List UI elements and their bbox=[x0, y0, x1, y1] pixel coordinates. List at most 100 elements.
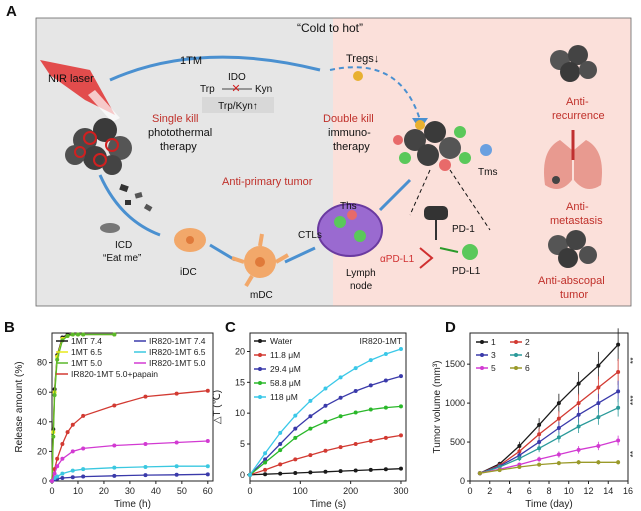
chart-c-series-3-point bbox=[293, 435, 298, 440]
chart-d-series-0-point bbox=[576, 381, 581, 386]
chart-b-series-3-point bbox=[112, 403, 117, 408]
chart-d-series-0-line bbox=[479, 344, 619, 474]
chart-d-legend-label: 6 bbox=[525, 363, 530, 373]
chart-b-legend-label: 1MT 7.4 bbox=[71, 336, 102, 346]
chart-b-series-2-point bbox=[70, 332, 75, 337]
chart-d-series-3-line bbox=[479, 407, 619, 474]
chart-b-xtick-label: 0 bbox=[49, 486, 54, 496]
chart-c-series-4-point bbox=[263, 451, 268, 456]
chart-b-ytick-label: 80 bbox=[37, 358, 47, 368]
chart-c-series-4-point bbox=[368, 358, 373, 363]
dead-cell-icon bbox=[100, 223, 120, 233]
chart-d-series-1-point bbox=[616, 369, 621, 374]
chart-d-series-5-point bbox=[576, 460, 581, 465]
eat-me-label: “Eat me” bbox=[103, 253, 141, 264]
chart-d-series-4-line bbox=[479, 439, 619, 474]
chart-d-series-4-point bbox=[556, 452, 561, 457]
chart-b-series-4-point bbox=[205, 472, 210, 477]
chart-c-series-0-point bbox=[323, 469, 328, 474]
chart-c-series-3-point bbox=[398, 404, 403, 409]
chart-c-series-4-point bbox=[323, 386, 328, 391]
anti-abscopal-1: Anti-abscopal bbox=[538, 275, 605, 287]
chart-d-series-4-point bbox=[616, 438, 621, 443]
pdl1-ligand-icon bbox=[439, 247, 459, 253]
chart-c-series-3-point bbox=[338, 414, 343, 419]
antibody-icon bbox=[419, 247, 434, 269]
chart-c-series-1-point bbox=[383, 435, 388, 440]
chart-d-series-5-point bbox=[556, 461, 561, 466]
icd-debris-icon bbox=[119, 183, 153, 212]
chart-d-significance: ** bbox=[628, 450, 638, 457]
chart-c-legend-label: 118 μM bbox=[270, 392, 298, 402]
idc-label: iDC bbox=[180, 267, 197, 278]
double-kill-sub1: immuno- bbox=[328, 127, 371, 139]
lymph-label-2: node bbox=[350, 281, 373, 292]
chart-d-series-3-point bbox=[616, 405, 621, 410]
chart-b-series-6-point bbox=[143, 442, 148, 446]
chart-b-legend-label: IR820-1MT 5.0+papain bbox=[71, 369, 158, 379]
chart-b-ytick-label: 20 bbox=[37, 446, 47, 456]
kyn-label: Kyn bbox=[255, 84, 272, 95]
chart-c-xtick-label: 200 bbox=[343, 486, 358, 496]
chart-b-xtick-label: 40 bbox=[151, 486, 161, 496]
chart-c-series-1-point bbox=[338, 445, 343, 450]
chart-d-series-0-point bbox=[537, 422, 542, 427]
chart-d-legend-label: 5 bbox=[491, 363, 496, 373]
chart-b-series-5-point bbox=[174, 464, 179, 469]
chart-d-xlabel: Time (day) bbox=[525, 499, 572, 510]
chart-c-legend-marker bbox=[258, 381, 262, 385]
chart-c-series-3-line bbox=[249, 405, 402, 476]
chart-b-series-5-point bbox=[55, 474, 60, 479]
chart-c-xlabel: Time (s) bbox=[310, 499, 346, 510]
chart-d-series-0-point bbox=[556, 401, 561, 406]
chart-c-series-1-point bbox=[323, 448, 328, 453]
chart-d-legend-marker bbox=[480, 366, 484, 370]
panel-c-letter: C bbox=[225, 319, 236, 336]
chart-c-series-0-point bbox=[353, 468, 358, 473]
chart-c-series-3-point bbox=[278, 448, 283, 453]
chart-c-series-0-point bbox=[338, 469, 343, 474]
chart-d-xtick-label: 12 bbox=[583, 486, 593, 496]
chart-c-series-1-point bbox=[293, 457, 298, 462]
chart-d-series-5-point bbox=[596, 460, 601, 465]
immune-tumor-icon bbox=[393, 120, 471, 171]
double-kill-title: Double kill bbox=[323, 113, 374, 125]
chart-d-series-1-line bbox=[479, 371, 619, 474]
tms-label: Tms bbox=[478, 167, 497, 178]
chart-b-ytick-label: 0 bbox=[42, 476, 47, 486]
chart-b-series-6-point bbox=[112, 443, 117, 448]
chart-d-ytick-label: 1500 bbox=[445, 359, 465, 369]
chart-c-series-1-point bbox=[353, 442, 358, 446]
panel-d-letter: D bbox=[445, 319, 456, 336]
chart-c-ytick-label: 15 bbox=[235, 377, 245, 387]
chart-c-series-2-point bbox=[308, 414, 313, 419]
chart-c-series-2-point bbox=[353, 388, 358, 393]
chart-c-xtick-label: 100 bbox=[293, 486, 308, 496]
chart-c-series-2-point bbox=[263, 457, 268, 462]
chart-b-frame bbox=[51, 332, 214, 482]
chart-c-series-3-point bbox=[323, 419, 328, 424]
chart-c-frame bbox=[249, 332, 407, 482]
chart-b-series-4-point bbox=[174, 472, 179, 477]
chart-d-series-0-point bbox=[517, 443, 522, 448]
t-cell-icon bbox=[424, 206, 448, 220]
anti-abscopal-2: tumor bbox=[560, 289, 588, 301]
chart-b-series-5-point bbox=[143, 464, 148, 469]
chart-c-series-0-point bbox=[308, 470, 313, 475]
chart-b-series-5-point bbox=[60, 471, 65, 476]
chart-b-legend-label: 1MT 6.5 bbox=[71, 347, 102, 357]
single-kill-title: Single kill bbox=[152, 113, 198, 125]
chart-c-series-0-point bbox=[368, 467, 373, 472]
tm-cell-icon bbox=[480, 144, 492, 156]
chart-b-legend-label: IR820-1MT 7.4 bbox=[149, 336, 206, 346]
arrow-ln-tumor bbox=[378, 178, 412, 212]
chart-d-series-2-point bbox=[556, 426, 561, 431]
chart-d-ytick-label: 0 bbox=[460, 476, 465, 486]
chart-d-legend-label: 1 bbox=[491, 337, 496, 347]
chart-d-legend-label: 4 bbox=[525, 350, 530, 360]
chart-b-xtick-label: 50 bbox=[177, 486, 187, 496]
chart-c-series-2-point bbox=[293, 426, 298, 431]
chart-c-ytick-label: 0 bbox=[240, 470, 245, 480]
chart-c-series-1-point bbox=[308, 453, 313, 458]
